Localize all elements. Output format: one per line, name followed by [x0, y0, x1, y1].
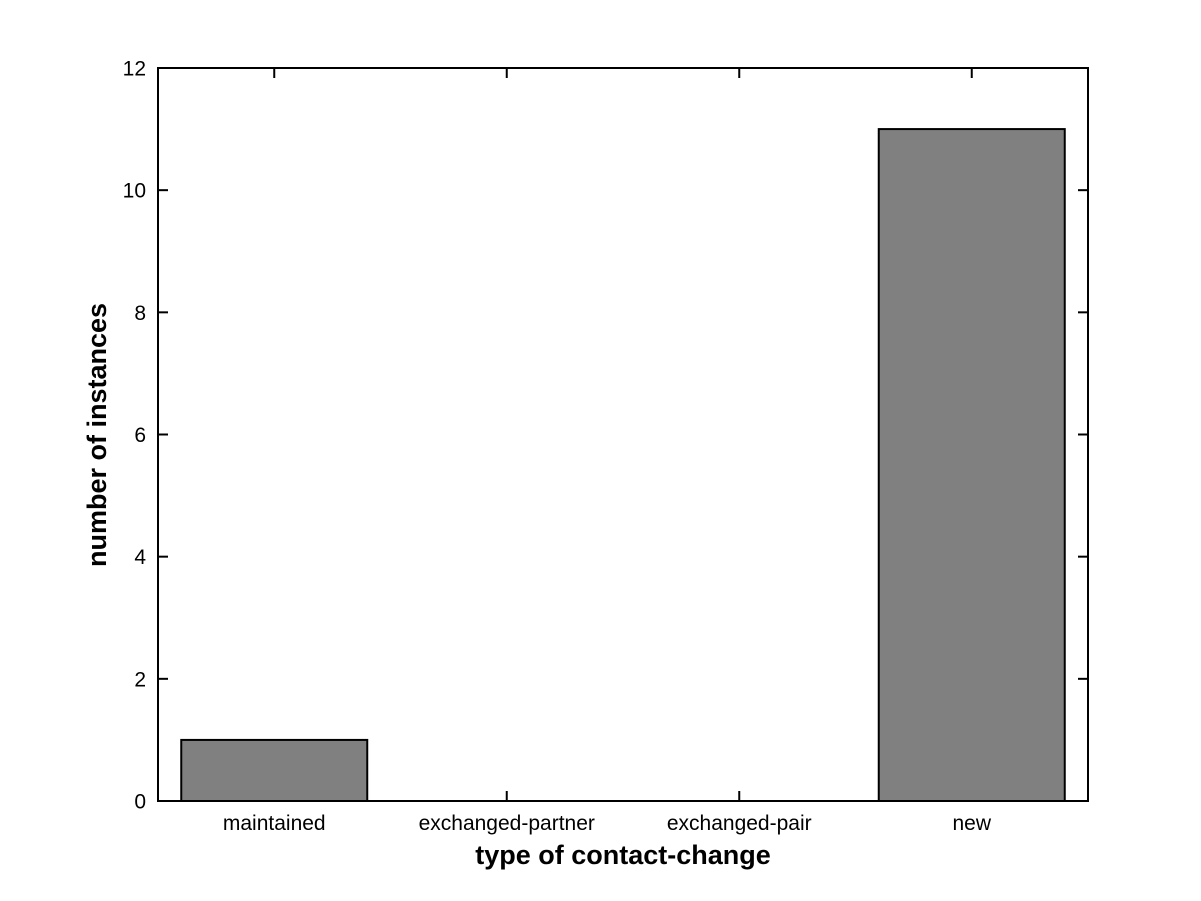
- y-tick-label-12: 12: [123, 58, 146, 81]
- y-tick-label-2: 2: [134, 668, 146, 691]
- x-tick-label-exchanged-partner: exchanged-partner: [419, 812, 595, 835]
- y-tick-label-8: 8: [134, 302, 146, 325]
- y-tick-label-0: 0: [134, 791, 146, 814]
- y-tick-label-6: 6: [134, 424, 146, 447]
- tick-labels-group: 0 2 4 6 8 10 12 maintained exchanged-partner exch…: [123, 58, 992, 836]
- x-tick-label-new: new: [952, 812, 991, 835]
- plot-border: [157, 67, 1089, 802]
- x-axis-label: type of contact-change: [475, 840, 771, 870]
- y-axis-label: number of instances: [82, 303, 112, 567]
- bar-maintained: [180, 738, 369, 803]
- y-tick-label-4: 4: [134, 546, 146, 569]
- x-tick-label-maintained: maintained: [223, 812, 326, 835]
- bar-new: [877, 128, 1066, 803]
- y-tick-label-10: 10: [123, 180, 146, 203]
- bars-group: [180, 128, 1066, 803]
- x-tick-label-exchanged-pair: exchanged-pair: [667, 812, 812, 835]
